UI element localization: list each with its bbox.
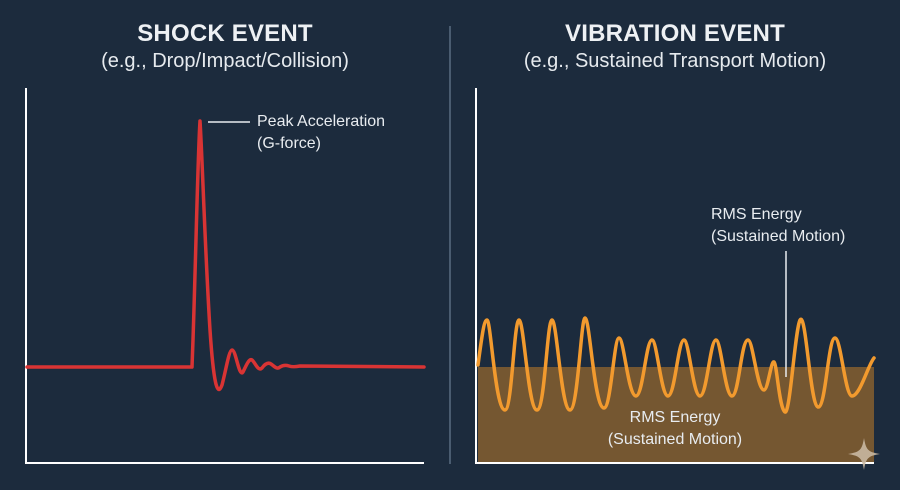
vibration-subtitle: (e.g., Sustained Transport Motion): [523, 50, 827, 72]
sparkle-icon: [848, 438, 880, 470]
vibration-axes: [475, 88, 874, 464]
shock-waveform: [25, 119, 426, 392]
vibration-title: VIBRATION EVENT: [565, 20, 785, 47]
vibration-waveform: [476, 316, 876, 414]
peak-acceleration-label: Peak Acceleration (G-force): [257, 111, 385, 155]
rms-label-line2: (Sustained Motion): [711, 228, 846, 245]
shock-subtitle: (e.g., Drop/Impact/Collision): [101, 50, 349, 72]
peak-label-line2: (G-force): [257, 135, 321, 152]
rms-fill-label-line2: (Sustained Motion): [607, 431, 743, 448]
peak-label-line1: Peak Acceleration: [257, 113, 386, 130]
shock-axes: [25, 88, 424, 464]
shock-title: SHOCK EVENT: [137, 20, 313, 47]
rms-fill-label: RMS Energy (Sustained Motion): [560, 407, 790, 451]
rms-energy-label: RMS Energy (Sustained Motion): [711, 204, 845, 248]
rms-label-line1: RMS Energy: [711, 206, 802, 223]
rms-fill-label-line1: RMS Energy: [629, 409, 721, 426]
